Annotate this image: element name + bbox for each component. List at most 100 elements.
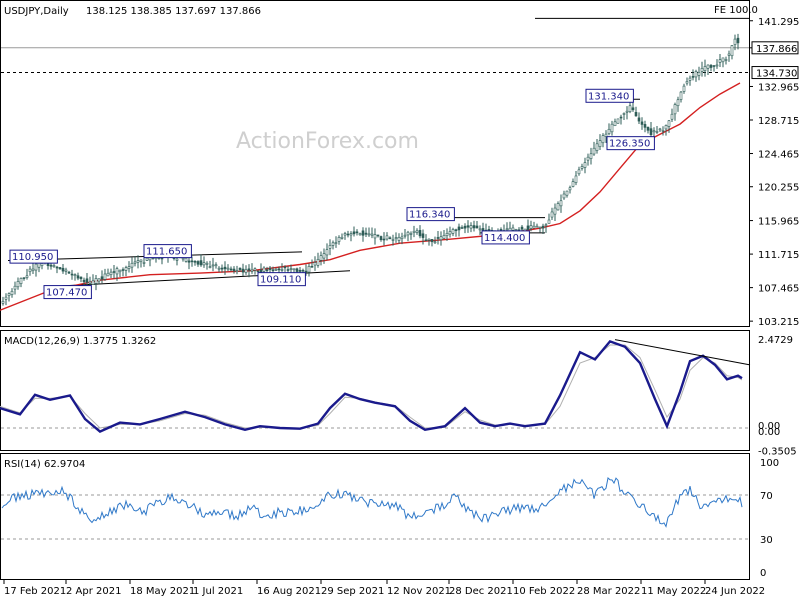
candle-body — [301, 269, 305, 272]
candle-body — [52, 265, 56, 267]
candle — [682, 83, 686, 94]
candle-body — [604, 133, 608, 137]
candle-body — [571, 181, 575, 187]
candle-body — [580, 166, 584, 169]
candle-body — [139, 259, 143, 262]
price-header: USDJPY,Daily — [4, 6, 69, 17]
candle-body — [49, 264, 53, 267]
candle — [553, 203, 557, 222]
candle-body — [313, 262, 317, 266]
annotation-label: 107.470 — [46, 288, 87, 299]
candle — [469, 222, 473, 233]
candle-body — [118, 269, 122, 273]
x-tick-label: 11 May 2022 — [641, 586, 706, 597]
candle-body — [274, 268, 278, 271]
candle-body — [646, 126, 650, 131]
axes: 141.295137.865132.965128.715124.465120.2… — [3, 17, 799, 597]
candle-body — [592, 147, 596, 155]
candle-body — [310, 265, 314, 268]
candle-body — [397, 237, 401, 241]
candle — [700, 61, 704, 77]
candle-body — [703, 66, 707, 71]
candle — [643, 120, 647, 133]
candle — [31, 262, 35, 275]
candle — [127, 261, 131, 273]
candle-body — [505, 228, 509, 231]
candle-body — [307, 266, 311, 273]
candle-body — [577, 169, 581, 175]
candle-body — [196, 261, 200, 265]
candle-body — [64, 269, 68, 272]
candle — [403, 229, 407, 239]
candle — [304, 264, 308, 276]
candle-body — [679, 91, 683, 100]
candle — [379, 235, 383, 242]
x-tick-label: 16 Aug 2021 — [257, 586, 321, 597]
candle-body — [136, 260, 140, 263]
candle-body — [550, 211, 554, 218]
annotation-box — [143, 244, 192, 259]
candle — [445, 228, 449, 241]
candle-body — [25, 275, 29, 278]
x-tick-label: 29 Sep 2021 — [321, 586, 384, 597]
candle-body — [478, 228, 482, 231]
candle — [433, 236, 437, 244]
candle-body — [691, 76, 695, 78]
candle-body — [142, 262, 146, 264]
candle — [703, 59, 707, 77]
candle-body — [100, 276, 104, 280]
candle — [397, 233, 401, 244]
annotation-label: 109.110 — [260, 275, 301, 286]
candle — [328, 239, 332, 256]
price-panel-frame — [0, 0, 750, 327]
rsi-header: RSI(14) 62.9704 — [4, 459, 85, 470]
macd-header: MACD(12,26,9) 1.3775 1.3262 — [4, 336, 156, 347]
candle — [676, 96, 680, 112]
candle-body — [181, 257, 185, 260]
candle-body — [1, 301, 5, 304]
candle-body — [712, 65, 716, 67]
price-tick-label: 141.295 — [758, 17, 799, 28]
macd-trendline — [614, 339, 751, 366]
candle-body — [529, 225, 533, 229]
candle — [586, 153, 590, 166]
candle — [85, 272, 89, 287]
candle — [229, 266, 233, 272]
candle-body — [718, 59, 722, 63]
candle — [544, 223, 548, 233]
candle-body — [706, 64, 710, 69]
candle-body — [184, 257, 188, 262]
x-tick-label: 10 Feb 2022 — [513, 586, 575, 597]
candle — [448, 226, 452, 238]
candle — [730, 44, 734, 60]
candle — [208, 260, 212, 269]
candle-body — [325, 249, 329, 256]
candle — [391, 234, 395, 246]
candle-body — [340, 236, 344, 239]
candle-body — [583, 162, 587, 168]
candle — [601, 133, 605, 148]
candle-body — [541, 225, 545, 229]
candle — [418, 225, 422, 239]
candle-body — [85, 278, 89, 283]
annotation-label: 116.340 — [409, 210, 450, 221]
candle — [394, 232, 398, 243]
price-tick-label: 128.715 — [758, 116, 799, 127]
macd-line — [0, 339, 743, 434]
macd-tick-label: -0.3505 — [758, 447, 797, 458]
candle — [610, 120, 614, 136]
candle — [202, 256, 206, 268]
candle — [451, 227, 455, 237]
candle-body — [31, 268, 35, 272]
candle — [268, 266, 272, 274]
candle — [637, 112, 641, 124]
candle-body — [556, 203, 560, 211]
candle — [280, 263, 284, 272]
candle-body — [724, 59, 728, 61]
candle-body — [715, 64, 719, 67]
candle — [604, 130, 608, 144]
candle — [721, 57, 725, 68]
candle — [589, 147, 593, 165]
candle-body — [292, 268, 296, 271]
candle — [415, 228, 419, 235]
